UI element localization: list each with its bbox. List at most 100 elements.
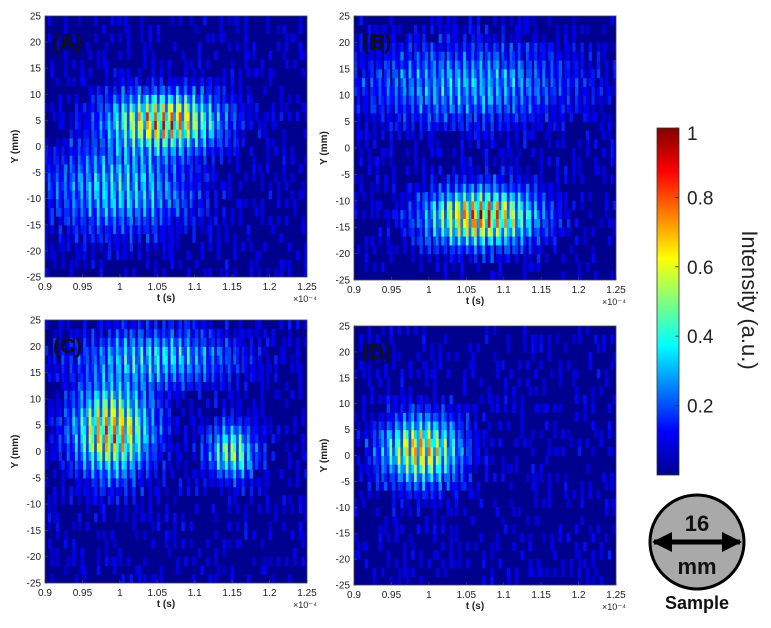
heatmap-cell [233, 146, 237, 156]
heatmap-cell [80, 216, 84, 226]
heatmap-cell [438, 420, 442, 431]
heatmap-cell [227, 16, 232, 26]
heatmap-cell [107, 155, 112, 165]
heatmap-cell [135, 172, 139, 182]
heatmap-cell [186, 477, 191, 488]
heatmap-cell [468, 455, 472, 465]
heatmap-cell [135, 346, 139, 356]
heatmap-cell [77, 16, 82, 26]
heatmap-cell [236, 504, 240, 514]
heatmap-cell [354, 209, 358, 219]
heatmap-cell [156, 390, 161, 400]
heatmap-cell [110, 381, 114, 391]
heatmap-cell [216, 477, 221, 488]
heatmap-cell [129, 574, 133, 583]
heatmap-cell [96, 433, 101, 444]
heatmap-cell [370, 60, 374, 70]
heatmap-cell [389, 576, 393, 585]
heatmap-cell [77, 120, 82, 130]
heatmap-cell [96, 442, 101, 453]
heatmap-cell [200, 85, 204, 95]
heatmap-cell [605, 42, 609, 52]
heatmap-cell [364, 455, 369, 465]
heatmap-cell [545, 130, 549, 140]
heatmap-cell [192, 172, 196, 182]
heatmap-cell [403, 60, 407, 70]
heatmap-cell [287, 320, 292, 330]
heatmap-cell [137, 355, 142, 365]
heatmap-cell [485, 139, 489, 149]
heatmap-cell [186, 85, 191, 95]
heatmap-cell [468, 86, 472, 96]
heatmap-cell [238, 328, 243, 339]
heatmap-cell [438, 446, 442, 457]
heatmap-cell [94, 216, 98, 226]
heatmap-cell [77, 451, 82, 461]
heatmap-cell [424, 236, 429, 246]
heatmap-cell [282, 24, 286, 34]
heatmap-cell [427, 464, 432, 474]
heatmap-cell [192, 137, 196, 148]
heatmap-cell [463, 192, 467, 202]
heatmap-cell [449, 209, 453, 219]
heatmap-cell [72, 33, 76, 43]
heatmap-cell [214, 442, 218, 453]
heatmap-cell [222, 85, 226, 95]
heatmap-cell [77, 216, 82, 226]
heatmap-cell [135, 146, 139, 156]
heatmap-cell [408, 438, 412, 448]
heatmap-cell [495, 209, 500, 219]
heatmap-cell [389, 481, 393, 491]
heatmap-cell [165, 129, 169, 139]
heatmap-cell [135, 407, 139, 418]
heatmap-cell [605, 95, 609, 105]
heatmap-cell [102, 120, 106, 130]
heatmap-cell [454, 455, 459, 465]
heatmap-cell [132, 163, 136, 174]
heatmap-cell [99, 224, 103, 235]
heatmap-cell [244, 381, 248, 391]
heatmap-cell [129, 320, 133, 330]
heatmap-cell [233, 495, 237, 505]
heatmap-cell [301, 539, 305, 549]
heatmap-cell [216, 433, 221, 444]
heatmap-cell [176, 137, 180, 148]
heatmap-cell [61, 250, 65, 261]
heatmap-cell [424, 209, 429, 219]
heatmap-cell [99, 216, 103, 226]
heatmap-cell [534, 200, 538, 211]
heatmap-cell [287, 242, 292, 252]
heatmap-cell [246, 233, 251, 243]
heatmap-cell [167, 216, 172, 226]
heatmap-cell [257, 442, 262, 453]
heatmap-cell [206, 381, 210, 391]
heatmap-cell [506, 148, 511, 158]
heatmap-cell [58, 190, 62, 200]
heatmap-cell [370, 200, 374, 211]
heatmap-cell [454, 236, 459, 246]
heatmap-cell [230, 85, 234, 95]
heatmap-cell [364, 112, 369, 123]
heatmap-cell [181, 155, 185, 165]
heatmap-cell [528, 95, 532, 105]
heatmap-cell [558, 104, 563, 114]
heatmap-cell [176, 398, 180, 409]
heatmap-cell [414, 455, 418, 465]
heatmap-cell [227, 355, 232, 365]
heatmap-cell [145, 242, 150, 252]
heatmap-cell [263, 556, 267, 567]
heatmap-cell [356, 130, 361, 140]
heatmap-cell [227, 521, 232, 531]
heatmap-cell [414, 139, 418, 149]
heatmap-cell [433, 550, 437, 560]
heatmap-cell [356, 429, 361, 439]
heatmap-cell [427, 481, 432, 491]
heatmap-cell [252, 460, 256, 470]
heatmap-cell [449, 112, 453, 123]
heatmap-cell [452, 174, 456, 184]
heatmap-cell [386, 209, 391, 219]
heatmap-cell [178, 381, 183, 391]
heatmap-cell [422, 464, 426, 474]
heatmap-cell [435, 438, 440, 448]
heatmap-cell [115, 216, 120, 226]
